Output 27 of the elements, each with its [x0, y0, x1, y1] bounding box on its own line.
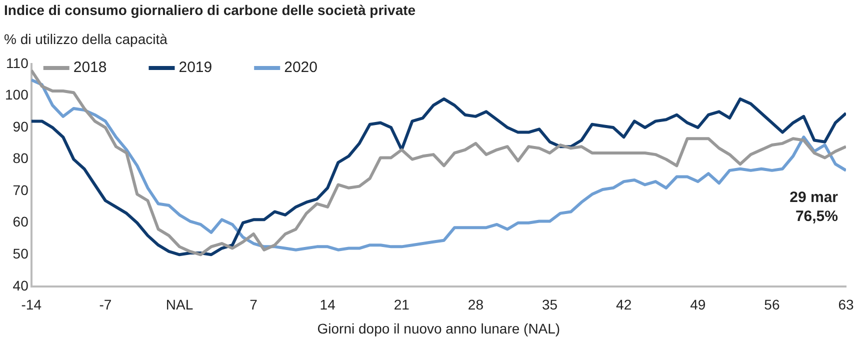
x-tick-label: 42	[616, 296, 632, 313]
x-tick-label: 56	[764, 296, 780, 313]
y-tick-label: 90	[12, 118, 29, 134]
y-tick-label: 70	[12, 182, 29, 198]
x-tick-label: 35	[542, 296, 558, 313]
x-tick-label: 7	[250, 296, 258, 313]
x-tick-label: NAL	[166, 296, 194, 313]
chart-title: Indice di consumo giornaliero di carbone delle società private	[4, 2, 416, 18]
x-tick-label: 63	[838, 296, 854, 313]
x-tick-label: 21	[394, 296, 410, 313]
chart-subtitle: % di utilizzo della capacità	[4, 31, 168, 47]
y-tick-label: 80	[12, 150, 29, 166]
y-tick-label: 110	[6, 54, 29, 71]
x-tick-label: 49	[690, 296, 706, 313]
legend-label: 2018	[73, 59, 107, 76]
annotation: 29 mar 76,5%	[790, 189, 838, 226]
y-tick-label: 60	[12, 214, 29, 230]
x-tick-label: 14	[320, 296, 336, 313]
x-tick-label: 28	[468, 296, 484, 313]
y-tick-label: 40	[12, 277, 29, 294]
legend-label: 2019	[178, 59, 212, 76]
y-tick-label: 50	[12, 245, 29, 262]
y-tick-label: 100	[5, 86, 29, 103]
x-tick-label: -14	[21, 296, 42, 313]
legend-label: 2020	[284, 59, 318, 76]
x-axis-title: Giorni dopo il nuovo anno lunare (NAL)	[317, 320, 560, 336]
x-tick-label: -7	[99, 296, 112, 313]
